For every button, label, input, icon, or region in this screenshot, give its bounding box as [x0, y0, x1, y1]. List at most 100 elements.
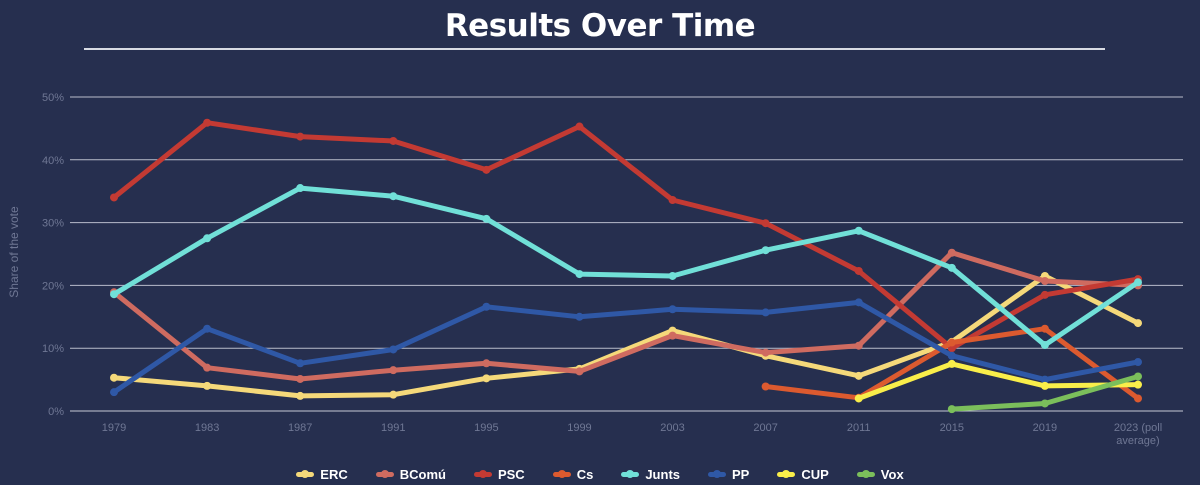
data-point[interactable] [668, 195, 677, 204]
data-point[interactable] [947, 263, 956, 272]
data-point[interactable] [668, 305, 677, 314]
data-point[interactable] [1134, 394, 1142, 403]
x-tick-labels: 1979 1983 1987 1991 1995 1999 2003 2007 2011 2015… [102, 422, 1162, 447]
y-tick-label: 10% [42, 343, 64, 355]
x-tick-label: 1987 [288, 422, 312, 434]
legend-item[interactable]: Junts [621, 467, 680, 482]
x-tick-label: 1983 [195, 422, 219, 434]
legend-label: PSC [497, 466, 525, 482]
data-point[interactable] [761, 348, 770, 357]
data-point[interactable] [296, 184, 305, 193]
legend-swatch [473, 469, 492, 478]
data-point[interactable] [854, 266, 863, 275]
data-point[interactable] [203, 363, 212, 372]
data-point[interactable] [389, 136, 398, 145]
data-point[interactable] [668, 271, 677, 280]
data-point[interactable] [110, 193, 118, 202]
data-point[interactable] [110, 373, 118, 382]
data-point[interactable] [854, 298, 863, 307]
data-point[interactable] [575, 312, 584, 321]
data-point[interactable] [482, 359, 491, 368]
legend-item[interactable]: PSC [473, 466, 525, 482]
data-point[interactable] [761, 382, 770, 391]
series-lines [110, 118, 1142, 414]
data-point[interactable] [1040, 381, 1049, 390]
data-point[interactable] [761, 246, 770, 255]
legend-item[interactable]: Vox [856, 467, 904, 482]
data-point[interactable] [482, 214, 491, 223]
data-point[interactable] [854, 341, 863, 350]
data-point[interactable] [668, 331, 677, 340]
legend-swatch [621, 469, 640, 478]
data-point[interactable] [203, 381, 212, 390]
data-point[interactable] [110, 388, 118, 397]
data-point[interactable] [575, 367, 584, 376]
legend-label: PP [732, 466, 750, 482]
data-point[interactable] [296, 374, 305, 383]
data-point[interactable] [482, 374, 491, 383]
data-point[interactable] [203, 324, 212, 333]
data-point[interactable] [1134, 380, 1142, 389]
legend-label: CUP [801, 466, 829, 482]
data-point[interactable] [1040, 290, 1049, 299]
data-point[interactable] [1134, 319, 1142, 328]
data-point[interactable] [854, 371, 863, 380]
data-point[interactable] [947, 248, 956, 257]
grid-lines [70, 96, 1183, 412]
x-tick-label: 2011 [847, 422, 871, 434]
data-point[interactable] [947, 359, 956, 368]
x-tick-label: 2015 [940, 422, 964, 434]
series-line [856, 361, 1141, 401]
legend-item[interactable]: PP [708, 467, 749, 482]
x-tick-label: 2019 [1033, 422, 1057, 434]
data-point[interactable] [947, 405, 956, 414]
data-point[interactable] [854, 226, 863, 235]
series-line [111, 299, 1141, 395]
data-point[interactable] [1134, 278, 1142, 287]
legend-label: ERC [320, 466, 348, 482]
y-tick-label: 0% [48, 406, 64, 418]
data-point[interactable] [575, 122, 584, 131]
x-tick-label: 1991 [381, 422, 405, 434]
legend-label: Cs [576, 466, 594, 482]
series-cup [854, 359, 1142, 403]
chart-title: Results Over Time [444, 8, 756, 44]
data-point[interactable] [482, 165, 491, 174]
legend-label: Junts [645, 466, 680, 482]
data-point[interactable] [1040, 277, 1049, 286]
data-point[interactable] [110, 290, 118, 299]
data-point[interactable] [761, 308, 770, 317]
legend-item[interactable]: ERC [296, 466, 348, 482]
data-point[interactable] [1040, 324, 1049, 333]
legend-item[interactable]: Cs [552, 466, 594, 482]
data-point[interactable] [947, 338, 956, 347]
data-point[interactable] [1040, 399, 1049, 408]
data-point[interactable] [296, 359, 305, 368]
data-point[interactable] [1040, 341, 1049, 350]
data-point[interactable] [389, 366, 398, 375]
data-point[interactable] [575, 270, 584, 279]
data-point[interactable] [296, 132, 305, 141]
series-line [111, 185, 1141, 348]
data-point[interactable] [482, 302, 491, 311]
series-line [111, 273, 1141, 399]
data-point[interactable] [389, 345, 398, 354]
data-point[interactable] [1040, 375, 1049, 384]
legend-swatch [777, 469, 796, 478]
data-point[interactable] [296, 391, 305, 400]
data-point[interactable] [1134, 358, 1142, 367]
series-cs [761, 324, 1142, 403]
data-point[interactable] [1134, 372, 1142, 381]
data-point[interactable] [389, 390, 398, 399]
legend-item[interactable]: BComú [375, 466, 446, 482]
data-point[interactable] [761, 219, 770, 228]
data-point[interactable] [854, 394, 863, 403]
legend-label: BComú [399, 466, 446, 482]
series-pp [110, 298, 1142, 397]
data-point[interactable] [389, 192, 398, 201]
data-point[interactable] [947, 351, 956, 360]
data-point[interactable] [203, 234, 212, 243]
legend: ERC BComú PSC Cs Junts PP CUP Vox [0, 464, 1200, 484]
legend-item[interactable]: CUP [777, 466, 829, 482]
data-point[interactable] [203, 118, 212, 127]
